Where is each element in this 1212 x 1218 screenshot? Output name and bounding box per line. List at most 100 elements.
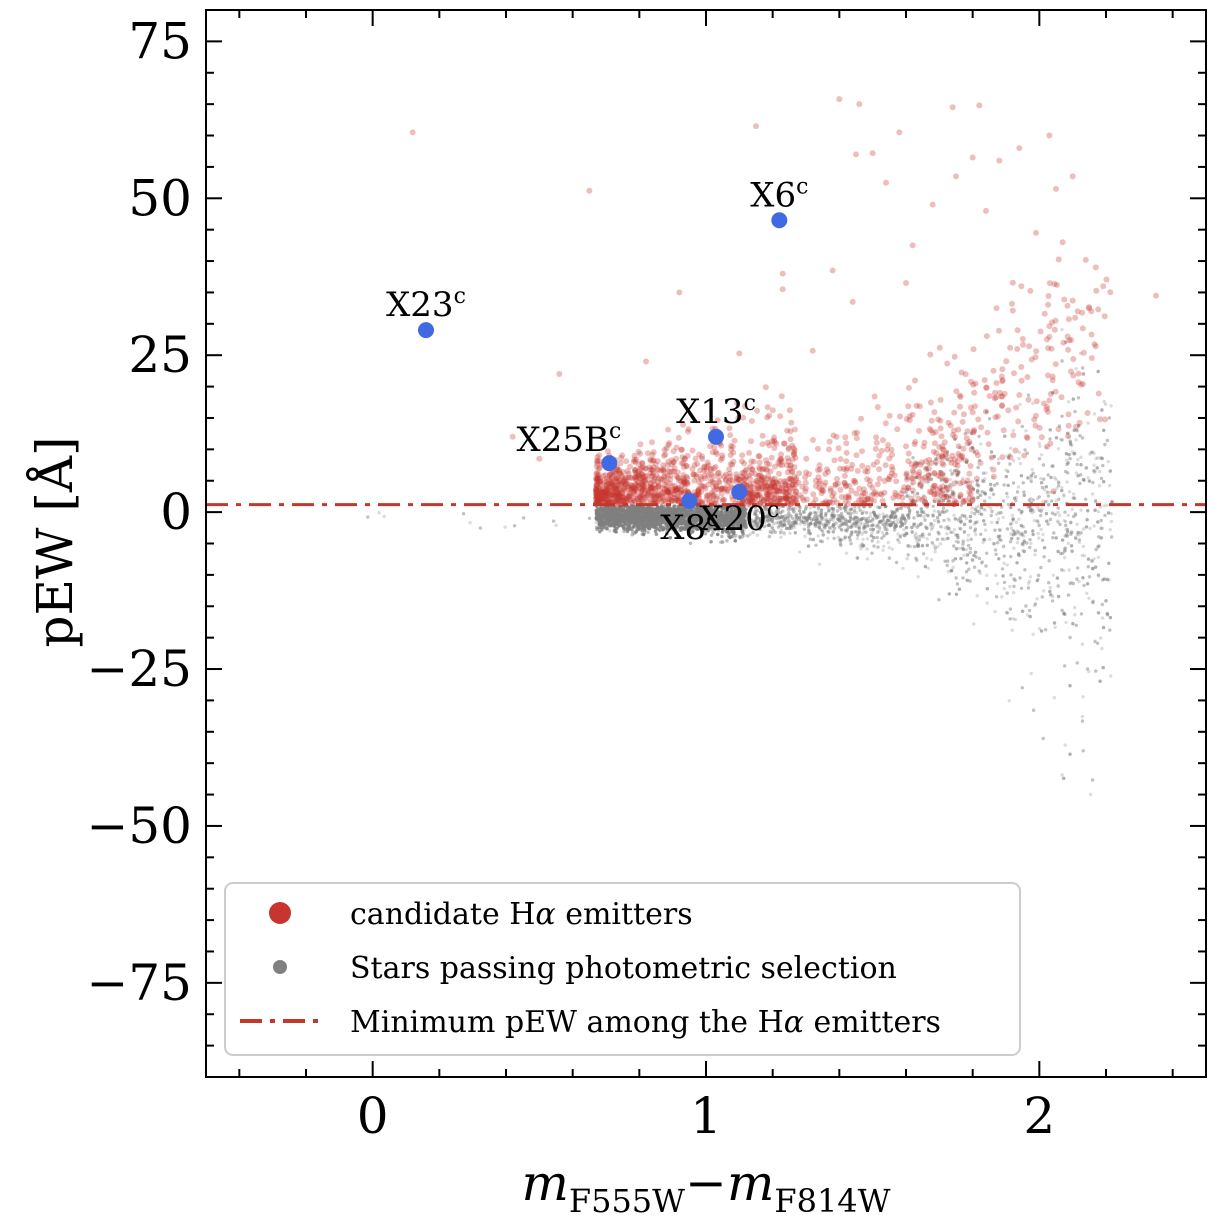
grey-star-point xyxy=(805,521,809,525)
grey-star-point xyxy=(1008,607,1013,611)
grey-star-point xyxy=(889,513,893,518)
grey-star-point xyxy=(991,492,996,496)
grey-star-point xyxy=(899,506,903,510)
grey-star-point xyxy=(932,518,937,523)
grey-star-point xyxy=(980,561,984,565)
grey-star-point xyxy=(868,511,873,515)
grey-star-point xyxy=(798,550,802,554)
grey-star-point xyxy=(985,601,989,605)
grey-star-point xyxy=(856,517,860,521)
grey-star-point xyxy=(1006,611,1010,615)
grey-star-point xyxy=(1000,595,1004,599)
grey-star-point xyxy=(608,529,612,533)
grey-star-point xyxy=(1018,402,1022,407)
grey-star-point xyxy=(774,512,778,516)
grey-star-point xyxy=(943,526,947,530)
grey-star-point xyxy=(817,562,822,566)
grey-star-point xyxy=(892,525,897,530)
grey-star-point xyxy=(763,510,767,515)
grey-star-point xyxy=(752,512,756,516)
grey-star-point xyxy=(818,521,822,526)
grey-star-point xyxy=(733,535,737,539)
grey-star-point xyxy=(919,521,924,525)
grey-star-point xyxy=(1020,509,1024,513)
grey-star-point xyxy=(928,524,933,528)
grey-star-point xyxy=(1063,510,1067,514)
grey-star-point xyxy=(1078,481,1082,486)
grey-star-point xyxy=(1070,507,1074,511)
grey-star-point xyxy=(1054,477,1058,481)
grey-star-point xyxy=(1092,451,1096,455)
grey-star-point xyxy=(789,526,793,530)
grey-star-point xyxy=(1005,495,1010,499)
grey-star-point xyxy=(995,541,1000,545)
grey-star-point xyxy=(1063,743,1067,747)
grey-star-point xyxy=(911,456,915,460)
grey-star-point xyxy=(857,530,861,535)
grey-star-point xyxy=(844,551,849,555)
grey-star-point xyxy=(1029,477,1033,481)
grey-star-point xyxy=(918,479,922,484)
grey-star-point xyxy=(1079,612,1084,616)
grey-star-point xyxy=(1074,367,1078,371)
grey-star-point xyxy=(754,509,758,513)
grey-star-point xyxy=(883,514,887,519)
grey-star-point xyxy=(1008,446,1013,450)
grey-star-point xyxy=(1013,617,1018,622)
grey-star-point xyxy=(952,513,956,518)
grey-star-point xyxy=(775,511,780,515)
grey-star-point xyxy=(782,532,787,536)
grey-star-point xyxy=(1032,518,1037,523)
grey-star-point xyxy=(1096,574,1101,578)
grey-star-point xyxy=(989,450,994,454)
grey-star-point xyxy=(1042,555,1046,559)
grey-star-point xyxy=(1015,529,1020,533)
grey-star-point xyxy=(1062,494,1066,498)
grey-star-point xyxy=(1079,508,1083,512)
grey-star-point xyxy=(1103,402,1108,406)
grey-star-point xyxy=(957,470,961,474)
grey-star-point xyxy=(1027,579,1032,583)
grey-star-point xyxy=(1021,543,1026,547)
grey-star-point xyxy=(1099,476,1104,481)
grey-star-point xyxy=(1022,534,1026,538)
grey-star-point xyxy=(860,532,864,536)
grey-star-point xyxy=(762,514,766,519)
grey-star-point xyxy=(777,506,781,510)
grey-star-point xyxy=(945,532,949,536)
grey-star-point xyxy=(1042,589,1046,593)
grey-star-point xyxy=(990,520,994,524)
grey-star-point xyxy=(1008,617,1012,621)
grey-star-point xyxy=(845,506,849,510)
grey-star-point xyxy=(594,525,599,529)
grey-star-point xyxy=(911,499,915,503)
grey-star-point xyxy=(1044,445,1049,450)
grey-star-point xyxy=(894,515,898,519)
grey-star-point xyxy=(838,507,843,511)
grey-star-point xyxy=(868,514,872,519)
grey-star-point xyxy=(921,535,926,539)
grey-star-point xyxy=(468,521,472,525)
grey-star-point xyxy=(938,542,943,546)
grey-star-point xyxy=(970,480,975,484)
grey-star-point xyxy=(1060,359,1064,363)
grey-star-point xyxy=(1088,526,1092,531)
grey-star-point xyxy=(1064,620,1068,625)
grey-star-point xyxy=(830,514,834,518)
grey-star-point xyxy=(957,546,962,550)
grey-star-point xyxy=(981,540,985,545)
grey-star-point xyxy=(976,504,980,509)
grey-star-point xyxy=(883,527,887,531)
grey-star-point xyxy=(808,537,812,541)
grey-star-point xyxy=(1010,513,1015,517)
grey-star-point xyxy=(1056,447,1061,451)
grey-star-point xyxy=(914,531,918,536)
grey-star-point xyxy=(755,526,759,531)
grey-star-point xyxy=(894,524,899,528)
grey-star-point xyxy=(1009,526,1014,530)
grey-star-point xyxy=(1007,699,1011,703)
grey-star-point xyxy=(898,525,903,529)
grey-star-point xyxy=(762,515,766,519)
grey-star-point xyxy=(1088,792,1093,797)
grey-star-point xyxy=(1062,493,1066,497)
